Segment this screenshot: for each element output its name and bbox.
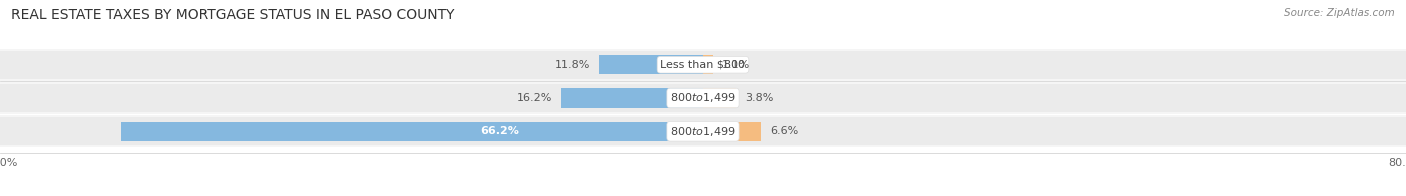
Text: 16.2%: 16.2% bbox=[516, 93, 551, 103]
Text: 11.8%: 11.8% bbox=[555, 60, 591, 70]
Text: 3.8%: 3.8% bbox=[745, 93, 773, 103]
Bar bbox=[561, 88, 703, 108]
Bar bbox=[0, 145, 1406, 147]
Text: REAL ESTATE TAXES BY MORTGAGE STATUS IN EL PASO COUNTY: REAL ESTATE TAXES BY MORTGAGE STATUS IN … bbox=[11, 8, 454, 22]
Bar bbox=[0, 49, 1406, 51]
Bar bbox=[0, 112, 1406, 114]
Text: $800 to $1,499: $800 to $1,499 bbox=[671, 125, 735, 138]
Text: 6.6%: 6.6% bbox=[770, 126, 799, 136]
Text: Source: ZipAtlas.com: Source: ZipAtlas.com bbox=[1284, 8, 1395, 18]
Text: $800 to $1,499: $800 to $1,499 bbox=[671, 92, 735, 104]
Bar bbox=[0, 49, 1406, 81]
Bar bbox=[0, 79, 1406, 81]
Bar bbox=[0, 115, 1406, 147]
Bar bbox=[121, 122, 703, 141]
Text: Less than $800: Less than $800 bbox=[661, 60, 745, 70]
Bar bbox=[0, 82, 1406, 84]
Bar bbox=[703, 88, 737, 108]
Bar bbox=[0, 82, 1406, 114]
Bar bbox=[703, 55, 713, 74]
Bar bbox=[599, 55, 703, 74]
Legend: Without Mortgage, With Mortgage: Without Mortgage, With Mortgage bbox=[581, 193, 825, 196]
Bar bbox=[0, 115, 1406, 117]
Bar bbox=[703, 122, 761, 141]
Text: 66.2%: 66.2% bbox=[479, 126, 519, 136]
Text: 1.1%: 1.1% bbox=[721, 60, 749, 70]
